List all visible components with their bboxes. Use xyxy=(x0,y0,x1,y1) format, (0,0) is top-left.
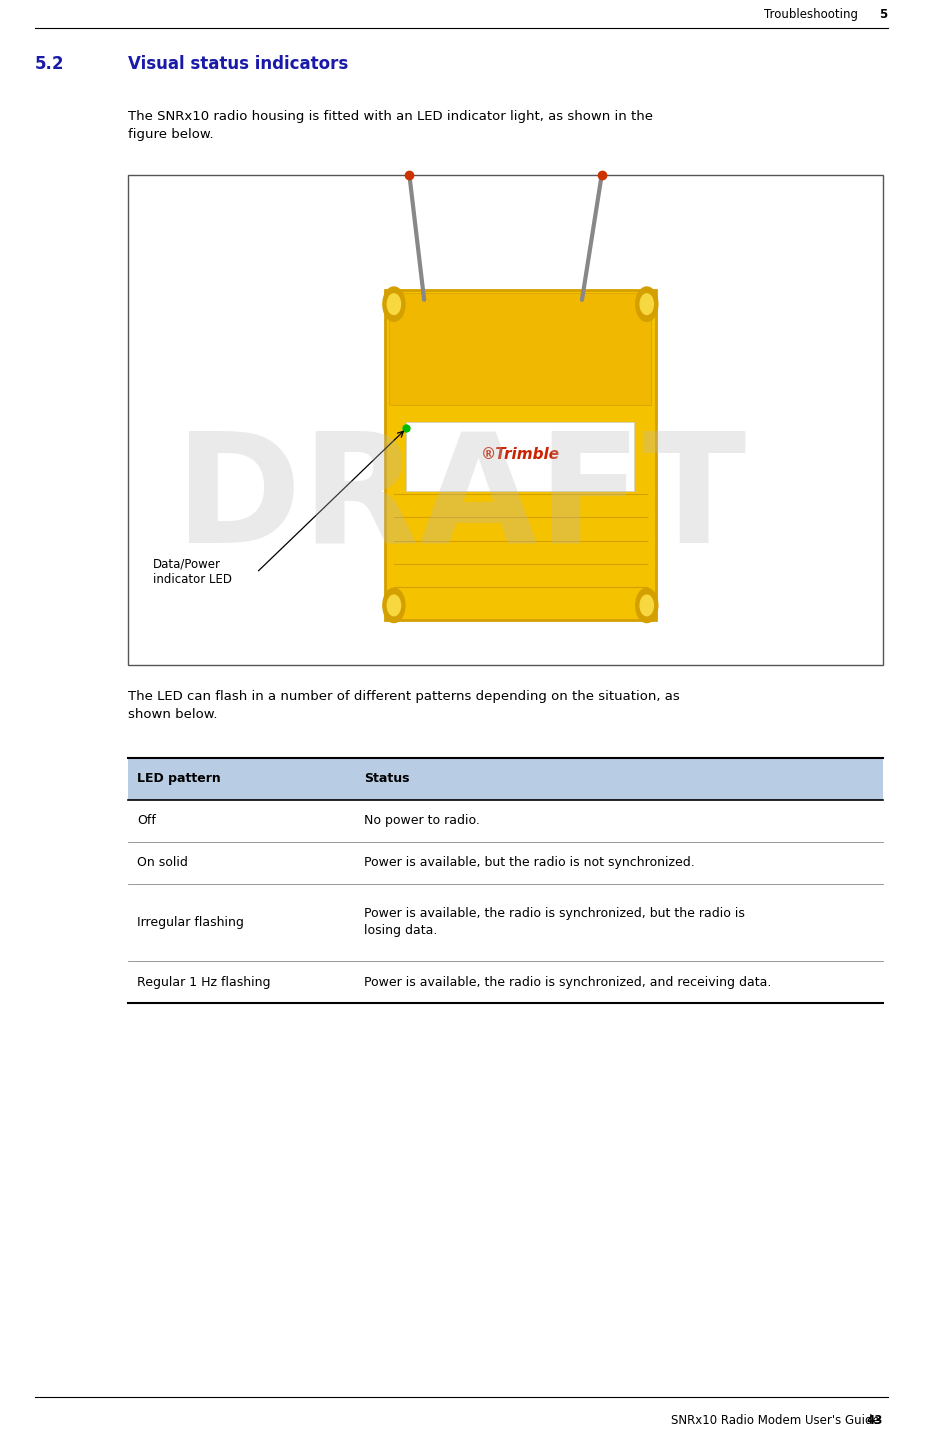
Text: ®Trimble: ®Trimble xyxy=(480,448,560,462)
Text: Irregular flashing: Irregular flashing xyxy=(137,916,244,929)
Text: The LED can flash in a number of different patterns depending on the situation, : The LED can flash in a number of differe… xyxy=(128,690,680,721)
Text: Status: Status xyxy=(364,773,410,786)
Text: 43: 43 xyxy=(867,1414,883,1427)
Circle shape xyxy=(383,588,405,622)
Bar xyxy=(384,290,656,620)
Circle shape xyxy=(387,293,400,315)
Bar xyxy=(128,757,883,800)
Circle shape xyxy=(640,595,653,615)
Text: Off: Off xyxy=(137,814,157,827)
Bar xyxy=(128,883,883,962)
Text: 5: 5 xyxy=(880,9,888,21)
Text: Power is available, but the radio is not synchronized.: Power is available, but the radio is not… xyxy=(364,856,695,869)
Bar xyxy=(128,800,883,841)
Circle shape xyxy=(383,288,405,322)
Bar xyxy=(128,841,883,883)
Circle shape xyxy=(387,595,400,615)
Text: SNRx10 Radio Modem User's Guide: SNRx10 Radio Modem User's Guide xyxy=(671,1414,880,1427)
Text: On solid: On solid xyxy=(137,856,188,869)
Bar xyxy=(128,175,883,664)
Bar xyxy=(407,422,634,491)
Bar xyxy=(389,293,651,405)
Text: No power to radio.: No power to radio. xyxy=(364,814,480,827)
Text: Visual status indicators: Visual status indicators xyxy=(128,54,349,73)
Text: Power is available, the radio is synchronized, but the radio is
losing data.: Power is available, the radio is synchro… xyxy=(364,907,745,937)
Text: LED pattern: LED pattern xyxy=(137,773,221,786)
Text: The SNRx10 radio housing is fitted with an LED indicator light, as shown in the
: The SNRx10 radio housing is fitted with … xyxy=(128,110,653,140)
Text: DRAFT: DRAFT xyxy=(174,425,745,574)
Text: Regular 1 Hz flashing: Regular 1 Hz flashing xyxy=(137,976,271,989)
Text: Power is available, the radio is synchronized, and receiving data.: Power is available, the radio is synchro… xyxy=(364,976,772,989)
Text: Troubleshooting: Troubleshooting xyxy=(764,9,858,21)
Circle shape xyxy=(635,288,658,322)
Circle shape xyxy=(640,293,653,315)
Circle shape xyxy=(635,588,658,622)
Bar xyxy=(128,962,883,1003)
Text: Data/Power
indicator LED: Data/Power indicator LED xyxy=(153,558,232,585)
Text: 5.2: 5.2 xyxy=(35,54,64,73)
